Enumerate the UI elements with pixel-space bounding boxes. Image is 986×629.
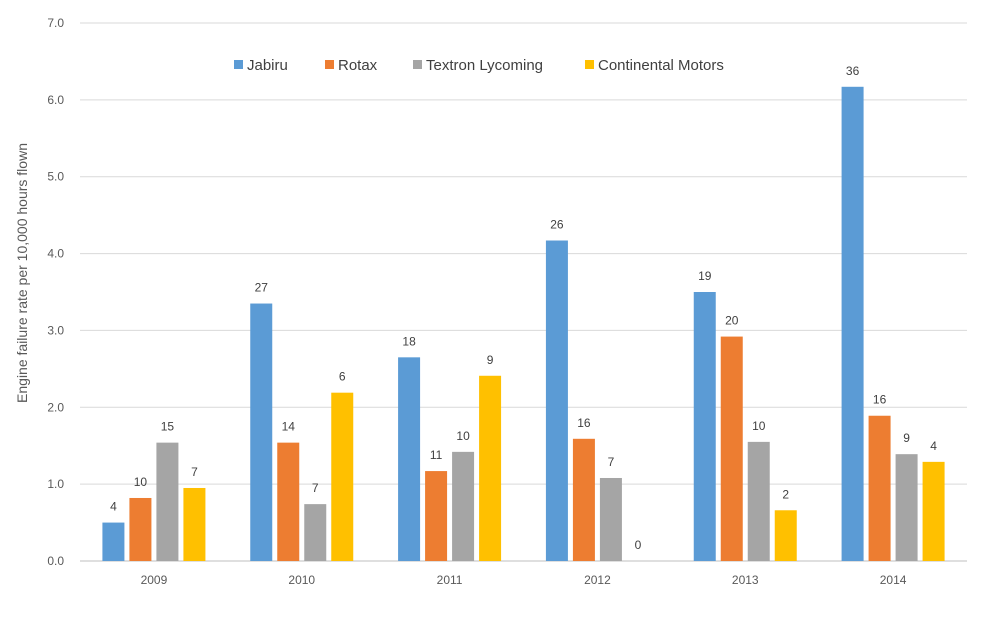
bar [452, 451, 475, 561]
bar [304, 504, 327, 561]
y-tick-label: 0.0 [47, 554, 64, 568]
bar [922, 461, 945, 561]
bar [841, 86, 864, 561]
data-label: 18 [402, 334, 416, 348]
y-axis-title: Engine failure rate per 10,000 hours flo… [14, 143, 30, 403]
data-label: 7 [312, 481, 319, 495]
data-label: 11 [430, 448, 443, 462]
bar [425, 471, 448, 561]
data-label: 0 [635, 538, 642, 552]
data-label: 7 [191, 465, 198, 479]
gridlines [80, 22, 967, 562]
data-label: 10 [456, 429, 470, 443]
data-label: 4 [930, 439, 937, 453]
y-tick-label: 4.0 [47, 247, 64, 261]
y-tick-label: 1.0 [47, 477, 64, 491]
legend-swatch [325, 60, 334, 69]
bar [747, 441, 770, 561]
data-label: 6 [339, 370, 346, 384]
data-labels: 4 10 15 7 27 14 7 6 18 11 10 9 26 16 7 0 19 20 10 2 36 16 9 4 [110, 64, 937, 552]
y-axis-ticks: 0.0 1.0 2.0 3.0 4.0 5.0 6.0 7.0 [47, 16, 64, 568]
data-label: 27 [255, 281, 269, 295]
data-label: 36 [846, 64, 860, 78]
legend-swatch [413, 60, 422, 69]
bar [720, 336, 743, 561]
y-tick-label: 6.0 [47, 93, 64, 107]
bar [868, 415, 891, 561]
x-tick-label: 2013 [732, 573, 759, 587]
data-label: 26 [550, 218, 564, 232]
bar [277, 442, 300, 561]
data-label: 19 [698, 269, 712, 283]
data-label: 20 [725, 314, 739, 328]
data-label: 2 [782, 487, 789, 501]
legend: Jabiru Rotax Textron Lycoming Continental M… [234, 57, 724, 74]
bars [102, 86, 945, 561]
bar [183, 487, 206, 561]
y-tick-label: 7.0 [47, 16, 64, 30]
x-tick-label: 2014 [880, 573, 907, 587]
x-axis-ticks: 2009 2010 2011 2012 2013 2014 [141, 573, 907, 587]
x-tick-label: 2009 [141, 573, 168, 587]
bar [102, 522, 125, 561]
bar [774, 510, 797, 561]
data-label: 10 [752, 419, 766, 433]
data-label: 7 [608, 455, 615, 469]
bar [572, 438, 595, 561]
data-label: 16 [577, 416, 591, 430]
bar [156, 442, 179, 561]
legend-swatch [585, 60, 594, 69]
y-tick-label: 2.0 [47, 400, 64, 414]
data-label: 9 [903, 431, 910, 445]
bar [398, 357, 421, 561]
data-label: 15 [161, 420, 175, 434]
x-tick-label: 2012 [584, 573, 611, 587]
bar [599, 477, 622, 561]
legend-label: Rotax [338, 57, 378, 74]
data-label: 9 [487, 353, 494, 367]
bar [129, 497, 152, 561]
data-label: 4 [110, 500, 117, 514]
legend-label: Continental Motors [598, 57, 724, 74]
x-tick-label: 2010 [288, 573, 315, 587]
y-tick-label: 5.0 [47, 170, 64, 184]
legend-label: Jabiru [247, 57, 288, 74]
y-tick-label: 3.0 [47, 323, 64, 337]
bar [693, 292, 716, 561]
legend-swatch [234, 60, 243, 69]
bar [250, 303, 273, 561]
data-label: 16 [873, 393, 887, 407]
data-label: 10 [134, 475, 148, 489]
bar [545, 240, 568, 561]
legend-label: Textron Lycoming [426, 57, 543, 74]
data-label: 14 [282, 420, 296, 434]
bar [331, 392, 354, 561]
x-tick-label: 2011 [437, 573, 463, 587]
bar [479, 375, 502, 561]
bar [895, 454, 918, 561]
